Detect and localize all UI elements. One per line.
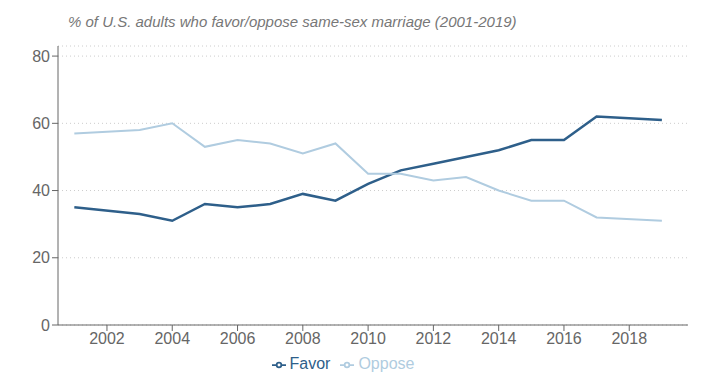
svg-text:2004: 2004	[154, 330, 190, 347]
html-text:Favor: Favor	[289, 355, 331, 372]
svg-text:60: 60	[32, 115, 50, 132]
svg-text:80: 80	[32, 48, 50, 65]
html-text:% of U.S. adults who favor/opp: % of U.S. adults who favor/oppose same-s…	[68, 13, 517, 30]
svg-text:2012: 2012	[416, 330, 452, 347]
svg-text:2010: 2010	[350, 330, 386, 347]
html-text:Oppose: Oppose	[358, 355, 415, 372]
svg-text:0: 0	[41, 317, 50, 334]
svg-text:2018: 2018	[611, 330, 647, 347]
svg-text:20: 20	[32, 249, 50, 266]
svg-text:40: 40	[32, 182, 50, 199]
svg-text:2016: 2016	[546, 330, 582, 347]
svg-text:2008: 2008	[285, 330, 321, 347]
svg-text:2002: 2002	[89, 330, 125, 347]
svg-text:2006: 2006	[220, 330, 256, 347]
svg-text:2014: 2014	[481, 330, 517, 347]
